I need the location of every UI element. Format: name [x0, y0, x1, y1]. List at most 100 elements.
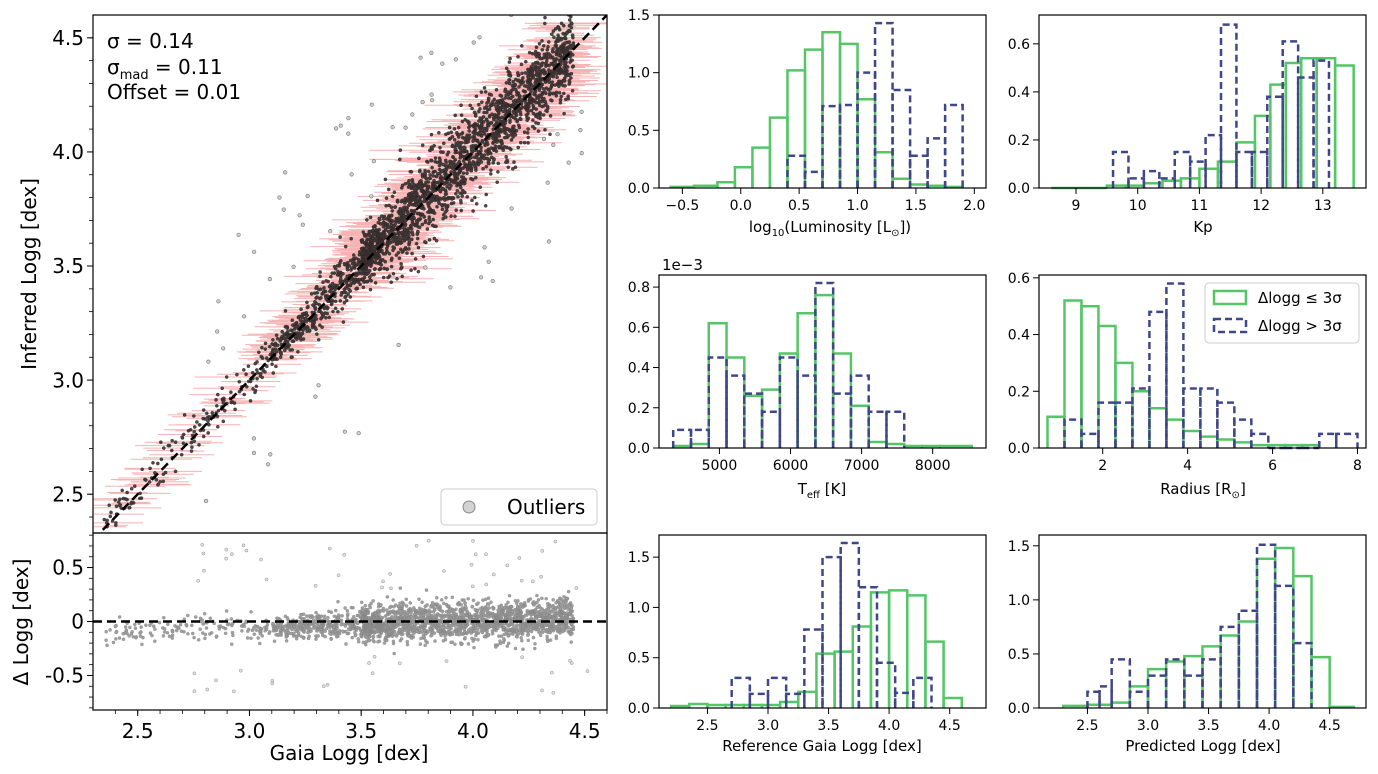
teff-offset-text: 1e−3 — [662, 256, 703, 274]
stat-sigma-mad: σmad = 0.11 — [107, 55, 223, 83]
hist-bar-navy — [1219, 625, 1241, 708]
residual-points — [93, 538, 607, 695]
lum-xlabel: log10(Luminosity [L⊙]) — [749, 218, 911, 239]
hist-bar-green — [1131, 390, 1151, 448]
hist-bar-navy — [803, 628, 824, 708]
legend-frame — [440, 488, 598, 526]
x-tick-label: 4.0 — [1258, 718, 1280, 734]
axes-frame — [658, 14, 987, 189]
hist-bar-green — [815, 652, 836, 708]
hist-bar-green — [1148, 407, 1168, 448]
hist-bar-navy — [857, 586, 879, 708]
x-tick-label: 4 — [1183, 458, 1192, 474]
x-tick-label: 3.0 — [757, 718, 779, 734]
y-tick-label: 0.5 — [1008, 647, 1030, 663]
x-tick-label: 3.5 — [345, 719, 377, 743]
y-tick-label: 0 — [71, 610, 84, 634]
hist-bar-navy — [1199, 387, 1219, 448]
x-tick-label: 1.0 — [846, 198, 868, 214]
hist-bar-navy — [1281, 40, 1300, 188]
y-tick-label: 0.4 — [1008, 328, 1030, 344]
hist-bar-navy — [1188, 160, 1207, 188]
hist-bar-green — [1114, 361, 1134, 448]
kp-xlabel: Kp — [1193, 218, 1212, 236]
hist-bar-green — [1216, 438, 1236, 448]
hist-bar-navy — [1098, 685, 1113, 708]
y-tick-label: 2.5 — [52, 482, 84, 506]
legend-green-swatch — [1212, 289, 1248, 306]
y-tick-label: 0.2 — [628, 401, 650, 417]
y-tick-label: 0.5 — [52, 556, 84, 580]
x-tick-label: 2 — [1098, 458, 1107, 474]
hist-bar-green — [1255, 557, 1277, 708]
hist-bar-navy — [766, 676, 788, 708]
hist-bar-green — [778, 700, 800, 708]
hist-bar-navy — [873, 21, 894, 188]
hist-bar-navy — [831, 392, 853, 448]
hist-bar-green — [1128, 685, 1150, 708]
hist-bar-green — [1097, 324, 1117, 448]
hist-bar-navy — [725, 374, 746, 448]
hist-bar-green — [1273, 546, 1295, 708]
hist-bar-navy — [908, 154, 929, 188]
axes-frame — [1038, 534, 1367, 709]
pred-xlabel: Predicted Logg [dex] — [1125, 737, 1280, 755]
hist-bar-green — [831, 352, 853, 448]
hist-bar-green — [786, 69, 807, 188]
hist-pred: 2.5 3.0 3.5 4.0 4.5 0.0 0.5 1.0 1.5 — [1008, 534, 1367, 734]
hist-bar-green — [1080, 304, 1100, 448]
hist-bar-navy — [1216, 401, 1236, 448]
hist-bar-green — [803, 48, 824, 188]
axes-frame — [658, 534, 987, 709]
hist-bar-navy — [689, 428, 711, 448]
x-tick-label: 9 — [1072, 198, 1081, 214]
hist-bar-navy — [1235, 150, 1254, 188]
ref-gaia-xlabel: Reference Gaia Logg [dex] — [722, 737, 921, 755]
hist-bar-green — [1110, 701, 1132, 708]
y-tick-label: 3.5 — [52, 254, 84, 278]
hist-bar-green — [707, 322, 728, 448]
hist-bar-navy — [1250, 150, 1269, 188]
hist-bar-navy — [1111, 150, 1130, 188]
hist-bar-navy — [784, 692, 806, 708]
hist-bar-green — [1161, 179, 1183, 188]
legend-frame — [1204, 282, 1360, 344]
hist-bar-navy — [1318, 432, 1338, 448]
hist-bar-navy — [760, 410, 782, 448]
axes-frame — [658, 274, 987, 449]
hist-bar-green — [1199, 435, 1219, 448]
x-tick-label: 4.5 — [939, 718, 961, 734]
hist-bar-green — [869, 591, 891, 708]
hist-lum: −0.5 0.0 0.5 1.0 1.5 2.0 0.0 0.5 1.0 1.5 — [628, 8, 987, 214]
hist-bar-navy — [1110, 658, 1132, 708]
hist-bar-navy — [849, 374, 870, 448]
residual-outliers — [192, 538, 590, 695]
main-ylabel: Inferred Logg [dex] — [17, 178, 41, 370]
hist-bar-green — [1233, 441, 1253, 448]
hist-bar-navy — [796, 374, 817, 448]
hist-bar-green — [867, 440, 888, 448]
hist-bar-green — [1310, 655, 1331, 708]
residual-xlabel: Gaia Logg [dex] — [270, 741, 429, 765]
hist-bar-navy — [730, 676, 752, 708]
residual-panel: 2.5 3.0 3.5 4.0 4.5 0.5 0 -0.5 — [45, 532, 608, 743]
hist-bar-navy — [778, 356, 799, 448]
hist-bar-green — [1183, 654, 1204, 708]
hist-bar-navy — [875, 661, 897, 708]
y-tick-label: 0.6 — [628, 320, 650, 336]
x-tick-label: 0.0 — [730, 198, 752, 214]
hist-bar-navy — [885, 410, 906, 448]
y-tick-label: 0.5 — [628, 123, 650, 139]
hist-bar-navy — [1086, 690, 1101, 708]
y-tick-label: 0.4 — [1008, 85, 1030, 101]
x-tick-label: 1.5 — [905, 198, 927, 214]
hist-bar-navy — [943, 103, 964, 188]
hist-bar-navy — [856, 71, 877, 188]
hist-bar-navy — [1237, 609, 1259, 708]
hist-bar-green — [885, 442, 906, 448]
x-tick-label: 6000 — [773, 458, 809, 474]
hist-bar-navy — [867, 410, 888, 448]
y-tick-label: 0.2 — [1008, 384, 1030, 400]
x-tick-label: 2.5 — [122, 719, 154, 743]
axes-frame — [1038, 274, 1367, 449]
